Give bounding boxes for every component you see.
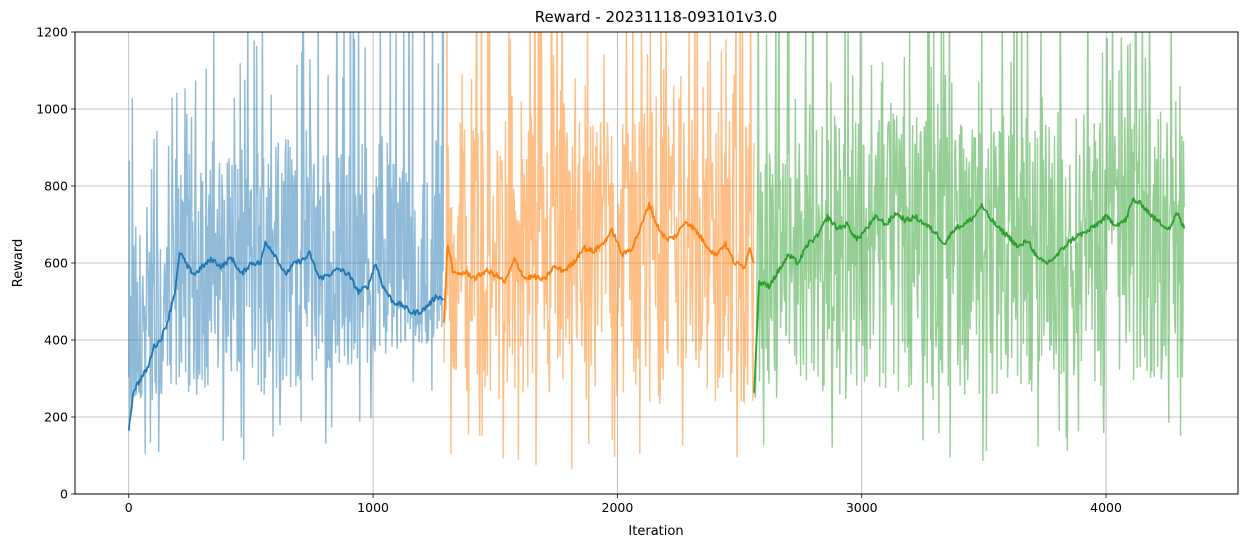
x-axis-label: Iteration bbox=[628, 524, 683, 539]
x-tick-label: 4000 bbox=[1090, 500, 1122, 515]
smoothed-series-3 bbox=[753, 197, 1186, 393]
raw-series-2 bbox=[443, 32, 755, 469]
y-tick-label: 400 bbox=[44, 333, 68, 348]
y-axis-ticks: 0 200 400 600 800 1000 1200 bbox=[36, 25, 75, 502]
y-axis-label: Reward bbox=[11, 239, 26, 287]
raw-reward-lines bbox=[128, 32, 1185, 469]
x-tick-label: 3000 bbox=[846, 500, 878, 515]
y-tick-label: 600 bbox=[44, 256, 68, 271]
raw-series-1 bbox=[128, 32, 445, 461]
x-tick-label: 2000 bbox=[602, 500, 634, 515]
raw-series-3 bbox=[753, 32, 1185, 461]
x-tick-label: 0 bbox=[125, 500, 133, 515]
y-tick-label: 1200 bbox=[36, 25, 68, 40]
chart-title: Reward - 20231118-093101v3.0 bbox=[535, 8, 778, 26]
y-tick-label: 0 bbox=[60, 487, 68, 502]
y-tick-label: 200 bbox=[44, 410, 68, 425]
smoothed-reward-lines bbox=[127, 197, 1186, 431]
x-axis-ticks: 0 1000 2000 3000 4000 bbox=[125, 494, 1122, 515]
y-tick-label: 1000 bbox=[36, 102, 68, 117]
y-tick-label: 800 bbox=[44, 179, 68, 194]
smoothed-series-2 bbox=[443, 201, 755, 323]
x-tick-label: 1000 bbox=[357, 500, 389, 515]
smoothed-series-1 bbox=[127, 240, 445, 431]
